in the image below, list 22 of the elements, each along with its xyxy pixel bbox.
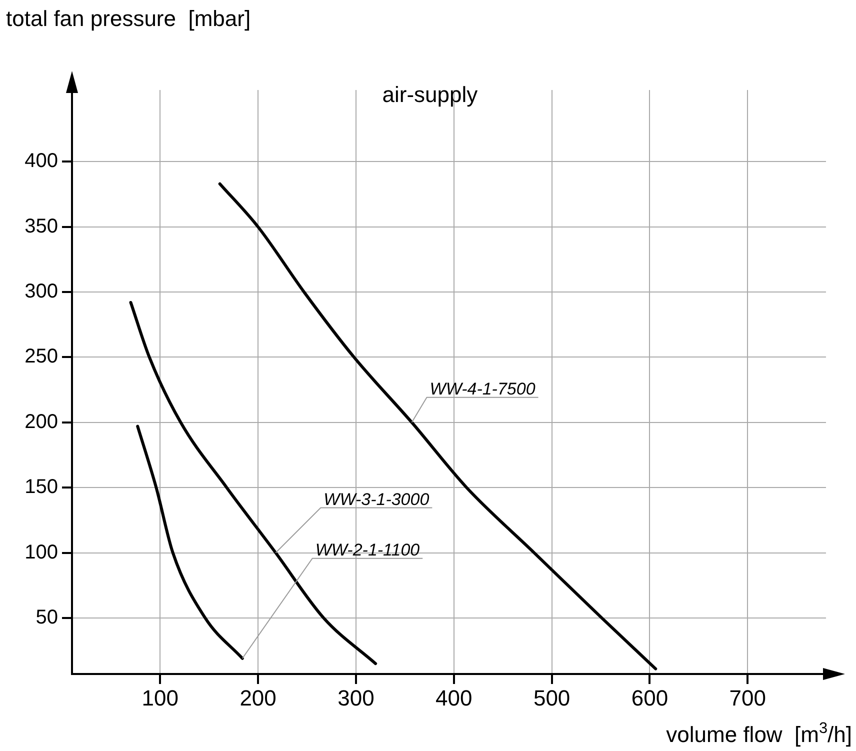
x-tick-label: 300 (338, 685, 374, 710)
y-tick-label: 300 (24, 280, 58, 303)
line-series (218, 182, 658, 670)
text: WW-2-1-1100 (315, 540, 420, 560)
x-tick-label: 200 (240, 685, 276, 710)
text: WW-3-1-3000 (324, 490, 430, 509)
x-tick-label: 700 (729, 685, 766, 710)
y-tick-label: 150 (24, 476, 58, 498)
y-tick-label: 350 (24, 215, 58, 238)
x-tick-label: 600 (631, 685, 668, 710)
y-tick-label: 50 (36, 606, 58, 628)
y-tick-label: 200 (24, 410, 58, 433)
x-tick-label: 400 (436, 685, 472, 710)
y-tick-label: 100 (24, 541, 58, 564)
series-label: WW-4-1-7500 (430, 379, 536, 398)
x-tick-label: 500 (533, 685, 570, 710)
y-axis-title: total fan pressure [mbar] (6, 6, 251, 31)
line-series (136, 424, 244, 660)
chart-title: air-supply (382, 82, 478, 107)
x-tick-label: 100 (142, 685, 178, 710)
y-tick-label: 250 (24, 346, 58, 368)
y-tick-label: 400 (24, 150, 58, 172)
